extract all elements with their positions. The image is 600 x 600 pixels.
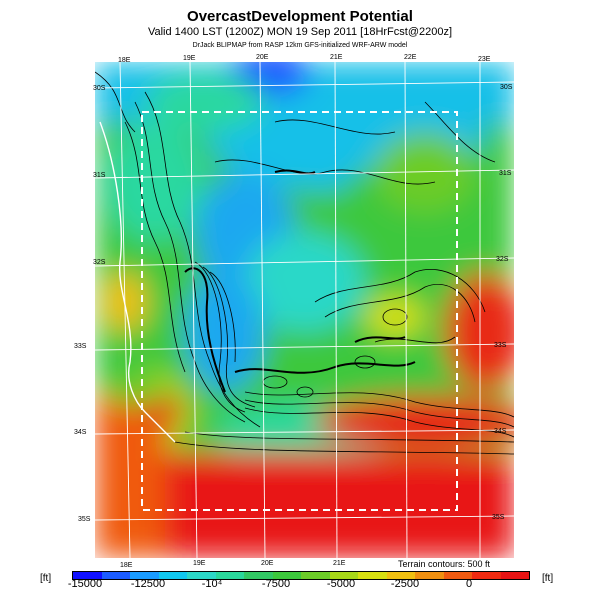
- colorbar-swatch: [500, 572, 529, 579]
- lat-tick-left: 32S: [93, 259, 106, 266]
- colorbar-swatch: [101, 572, 131, 579]
- lat-lon-grid: [95, 62, 514, 558]
- map-subtitle: Valid 1400 LST (1200Z) MON 19 Sep 2011 […: [147, 26, 453, 38]
- lat-tick-left: 35S: [78, 516, 91, 523]
- terrain-contours: [95, 71, 514, 455]
- colorbar-label: -12500: [130, 578, 166, 590]
- lon-tick-top: 20E: [256, 54, 269, 61]
- colorbar-label: -10⁴: [201, 578, 223, 590]
- colorbar-swatch: [415, 572, 444, 579]
- colorbar-unit-right: [ft]: [542, 573, 554, 584]
- lat-tick-right: 30S: [500, 84, 513, 91]
- colorbar-label: -15000: [67, 578, 103, 590]
- forecast-map: [95, 62, 514, 558]
- colorbar-swatch: [187, 572, 216, 579]
- colorbar-label: -2500: [390, 578, 420, 590]
- colorbar-swatch: [272, 572, 302, 579]
- lat-tick-left: 33S: [74, 343, 87, 350]
- lat-tick-right: 32S: [496, 256, 509, 263]
- lon-tick-bottom: 18E: [120, 562, 133, 569]
- thick-contours: [184, 169, 416, 393]
- lat-tick-right: 33S: [494, 342, 507, 349]
- lon-tick-top: 23E: [478, 56, 491, 63]
- colorbar-swatch: [130, 572, 159, 579]
- lon-tick-top: 18E: [118, 57, 131, 64]
- terrain-contour-note: Terrain contours: 500 ft: [398, 559, 491, 569]
- lat-tick-right: 31S: [499, 170, 512, 177]
- lat-tick-left: 34S: [74, 429, 87, 436]
- colorbar-swatch: [472, 572, 501, 579]
- map-title: OvercastDevelopment Potential: [187, 8, 413, 25]
- coastline: [99, 121, 176, 443]
- colorbar-label: -7500: [261, 578, 291, 590]
- lat-tick-right: 35S: [492, 514, 505, 521]
- lon-tick-bottom: 19E: [193, 560, 206, 567]
- domain-boundary: [141, 111, 458, 511]
- colorbar-swatch: [73, 572, 102, 579]
- colorbar-swatch: [301, 572, 330, 579]
- colorbar-label: 0: [465, 578, 473, 590]
- colorbar-swatch: [158, 572, 188, 579]
- colorbar-label: -5000: [326, 578, 356, 590]
- lat-tick-right: 34S: [494, 428, 507, 435]
- colorbar: [72, 571, 530, 580]
- colorbar-swatch: [358, 572, 387, 579]
- colorbar-swatch: [329, 572, 359, 579]
- lon-tick-top: 19E: [183, 55, 196, 62]
- lon-tick-top: 21E: [330, 54, 343, 61]
- lat-tick-left: 31S: [93, 172, 106, 179]
- colorbar-swatch: [443, 572, 473, 579]
- lon-tick-top: 22E: [404, 54, 417, 61]
- colorbar-swatch: [215, 572, 245, 579]
- colorbar-swatch: [386, 572, 416, 579]
- colorbar-swatch: [244, 572, 273, 579]
- lat-tick-left: 30S: [93, 85, 106, 92]
- overcast-potential-field: [95, 62, 514, 558]
- map-credit: DrJack BLIPMAP from RASP 12km GFS-initia…: [192, 42, 408, 49]
- lon-tick-bottom: 20E: [261, 560, 274, 567]
- colorbar-unit-left: [ft]: [40, 573, 52, 584]
- lon-tick-bottom: 21E: [333, 560, 346, 567]
